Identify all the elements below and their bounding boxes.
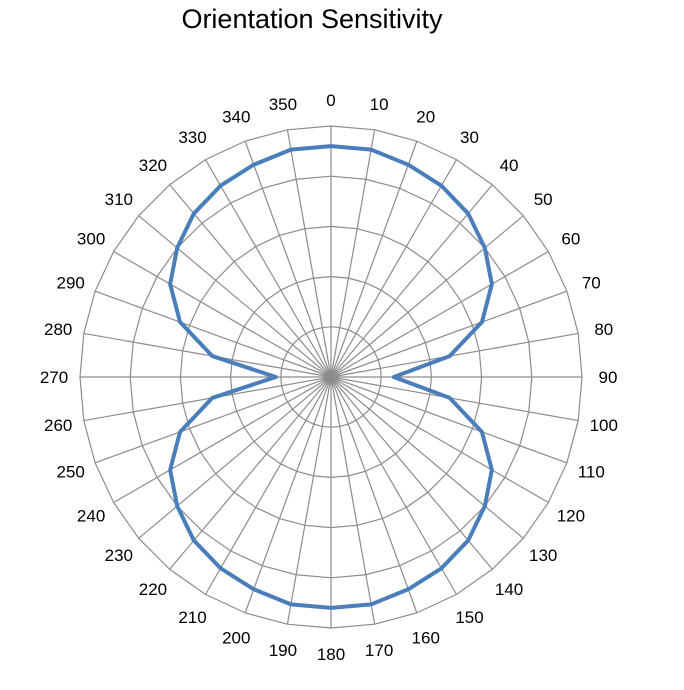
grid-spoke-40: [330, 184, 493, 378]
angle-labels: 0 10 20 30 40 50 60 70 80 90 100 110 120 130 140 150 160…: [40, 91, 618, 664]
grid-spoke-200: [244, 376, 332, 614]
angle-label-110: 110: [578, 463, 605, 482]
grid-spoke-330: [204, 159, 332, 378]
grid-spoke-290: [94, 290, 332, 378]
angle-label-300: 300: [77, 230, 105, 249]
angle-label-10: 10: [370, 95, 389, 114]
grid-spoke-110: [330, 376, 568, 464]
angle-label-210: 210: [178, 608, 206, 627]
chart-title: Orientation Sensitivity: [181, 4, 443, 34]
grid-spoke-20: [330, 140, 418, 378]
angle-label-100: 100: [590, 416, 618, 435]
grid-spoke-210: [204, 376, 332, 595]
grid-spoke-280: [83, 332, 332, 378]
grid-spoke-350: [286, 129, 332, 378]
angle-label-180: 180: [317, 645, 345, 664]
angle-label-60: 60: [561, 230, 580, 249]
grid-spoke-170: [330, 376, 376, 625]
angle-label-330: 330: [178, 128, 206, 147]
angle-label-160: 160: [412, 628, 440, 647]
grid-spoke-220: [169, 376, 332, 570]
angle-label-290: 290: [57, 273, 85, 292]
angle-label-220: 220: [139, 580, 167, 599]
angle-label-50: 50: [534, 190, 553, 209]
grid-spoke-70: [330, 290, 568, 378]
angle-label-90: 90: [599, 368, 618, 387]
angle-label-270: 270: [40, 368, 68, 387]
grid-spoke-310: [138, 215, 332, 378]
angle-label-250: 250: [57, 463, 85, 482]
grid-spoke-130: [330, 376, 524, 539]
grid-spoke-10: [330, 129, 376, 378]
angle-label-350: 350: [269, 95, 297, 114]
angle-label-240: 240: [77, 507, 105, 526]
angle-label-0: 0: [326, 91, 335, 110]
angle-label-320: 320: [139, 156, 167, 175]
grid-spoke-190: [286, 376, 332, 625]
angle-label-170: 170: [365, 641, 393, 660]
grid-spoke-50: [330, 215, 524, 378]
angle-label-230: 230: [105, 546, 133, 565]
grid-spoke-100: [330, 376, 579, 422]
angle-label-140: 140: [495, 580, 523, 599]
grid-spoke-230: [138, 376, 332, 539]
grid-spoke-320: [169, 184, 332, 378]
grid-spoke-340: [244, 140, 332, 378]
grid-spoke-300: [113, 250, 332, 378]
angle-label-70: 70: [582, 273, 601, 292]
grid-spoke-260: [83, 376, 332, 422]
angle-label-190: 190: [269, 641, 297, 660]
angle-label-130: 130: [529, 546, 557, 565]
angle-label-340: 340: [222, 108, 250, 127]
grid-spoke-30: [330, 159, 458, 378]
grid-spoke-240: [113, 376, 332, 504]
series-layer: [168, 144, 494, 610]
angle-label-280: 280: [44, 320, 72, 339]
grid-spoke-120: [330, 376, 549, 504]
angle-label-150: 150: [455, 608, 483, 627]
angle-label-120: 120: [557, 507, 585, 526]
grid-spoke-60: [330, 250, 549, 378]
grid-spoke-160: [330, 376, 418, 614]
grid-spoke-250: [94, 376, 332, 464]
angle-label-260: 260: [44, 416, 72, 435]
angle-label-200: 200: [222, 628, 250, 647]
grid-spoke-80: [330, 332, 579, 378]
grid-spoke-150: [330, 376, 458, 595]
angle-label-80: 80: [594, 320, 613, 339]
angle-label-30: 30: [460, 128, 479, 147]
angle-label-40: 40: [500, 156, 519, 175]
grid-spoke-140: [330, 376, 493, 570]
angle-label-310: 310: [105, 190, 133, 209]
angle-label-20: 20: [416, 108, 435, 127]
grid-spokes: [80, 126, 582, 628]
